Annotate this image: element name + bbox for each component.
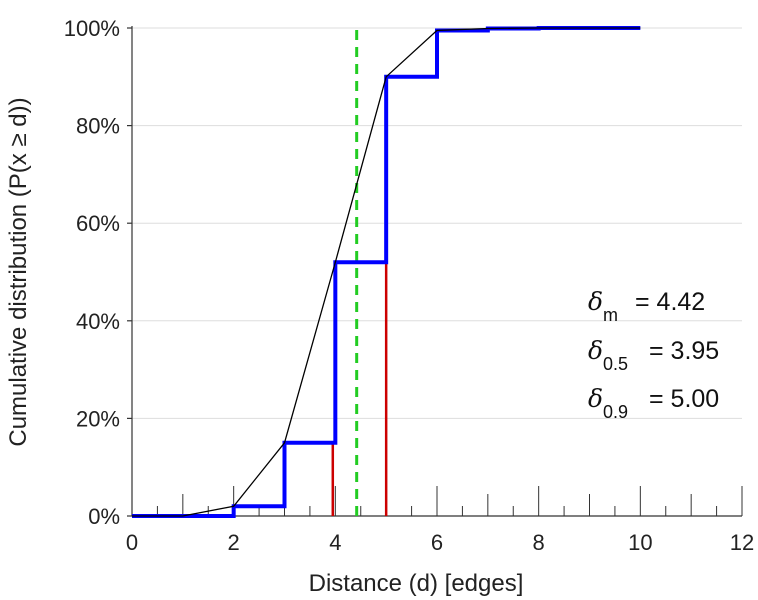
- x-axis-label: Distance (d) [edges]: [309, 570, 524, 597]
- stats-annotation: δ m = 4.42δ 0.5 = 3.95δ 0.9 = 5.00: [588, 287, 719, 422]
- stat-value: = 3.95: [649, 337, 719, 365]
- y-tick-label: 0%: [88, 504, 120, 529]
- x-tick-label: 2: [228, 530, 240, 555]
- stat-value: = 5.00: [649, 385, 719, 413]
- y-tick-label: 20%: [76, 406, 120, 431]
- x-tick-label: 4: [329, 530, 341, 555]
- y-axis-label: Cumulative distribution (P(x ≥ d)): [5, 97, 32, 446]
- stat-subscript: 0.5: [603, 354, 628, 374]
- stat-subscript: 0.9: [603, 402, 628, 422]
- x-tick-label: 6: [431, 530, 443, 555]
- stat-symbol: δ: [588, 384, 603, 413]
- x-tick-label: 0: [126, 530, 138, 555]
- tick-labels: 0% 20% 40% 60% 80% 100% 0 2 4 6 8 10 12: [64, 16, 755, 555]
- reference-lines: [331, 28, 388, 516]
- series: [132, 26, 641, 518]
- y-tick-label: 100%: [64, 16, 120, 41]
- stat-symbol: δ: [588, 287, 603, 316]
- y-tick-label: 60%: [76, 211, 120, 236]
- x-tick-label: 12: [730, 530, 754, 555]
- stat-row: δ 0.5 = 3.95: [588, 336, 719, 374]
- y-tick-label: 80%: [76, 114, 120, 139]
- x-tick-label: 10: [628, 530, 652, 555]
- axes: [127, 26, 743, 517]
- stat-row: δ 0.9 = 5.00: [588, 384, 719, 422]
- grid: [132, 27, 742, 419]
- stat-subscript: m: [603, 305, 618, 325]
- x-tick-label: 8: [533, 530, 545, 555]
- y-tick-label: 40%: [76, 309, 120, 334]
- line-cdf-series: [132, 27, 641, 517]
- stat-symbol: δ: [588, 336, 603, 365]
- stat-row: δ m = 4.42: [588, 287, 705, 325]
- stat-value: = 4.42: [635, 288, 705, 316]
